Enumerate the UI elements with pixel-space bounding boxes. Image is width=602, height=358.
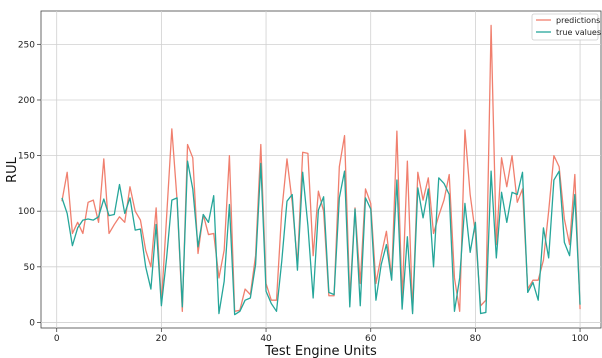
series-lines (61, 24, 581, 316)
y-tick-label: 50 (24, 263, 36, 273)
series-line-true-values (61, 160, 581, 316)
y-tick-label: 250 (18, 40, 35, 50)
x-axis-label: Test Engine Units (264, 344, 377, 358)
legend: predictions true values (531, 13, 601, 41)
x-tick-label: 0 (54, 334, 60, 344)
plot-area (40, 10, 602, 329)
legend-label-predictions: predictions (556, 16, 600, 25)
grid (41, 11, 601, 328)
x-tick-label: 80 (470, 334, 482, 344)
x-axis-ticks: 0 20 40 60 80 100 (54, 328, 589, 344)
x-tick-label: 60 (365, 334, 377, 344)
x-tick-label: 20 (156, 334, 168, 344)
y-tick-label: 200 (18, 96, 35, 106)
legend-label-true-values: true values (556, 28, 601, 37)
y-axis-ticks: 0 50 100 150 200 250 (18, 40, 41, 328)
x-tick-label: 100 (571, 334, 588, 344)
y-tick-label: 100 (18, 207, 35, 217)
x-tick-label: 40 (260, 334, 272, 344)
series-line-predictions (61, 24, 581, 312)
y-tick-label: 0 (29, 318, 35, 328)
y-tick-label: 150 (18, 152, 35, 162)
y-axis-label: RUL (5, 156, 20, 183)
